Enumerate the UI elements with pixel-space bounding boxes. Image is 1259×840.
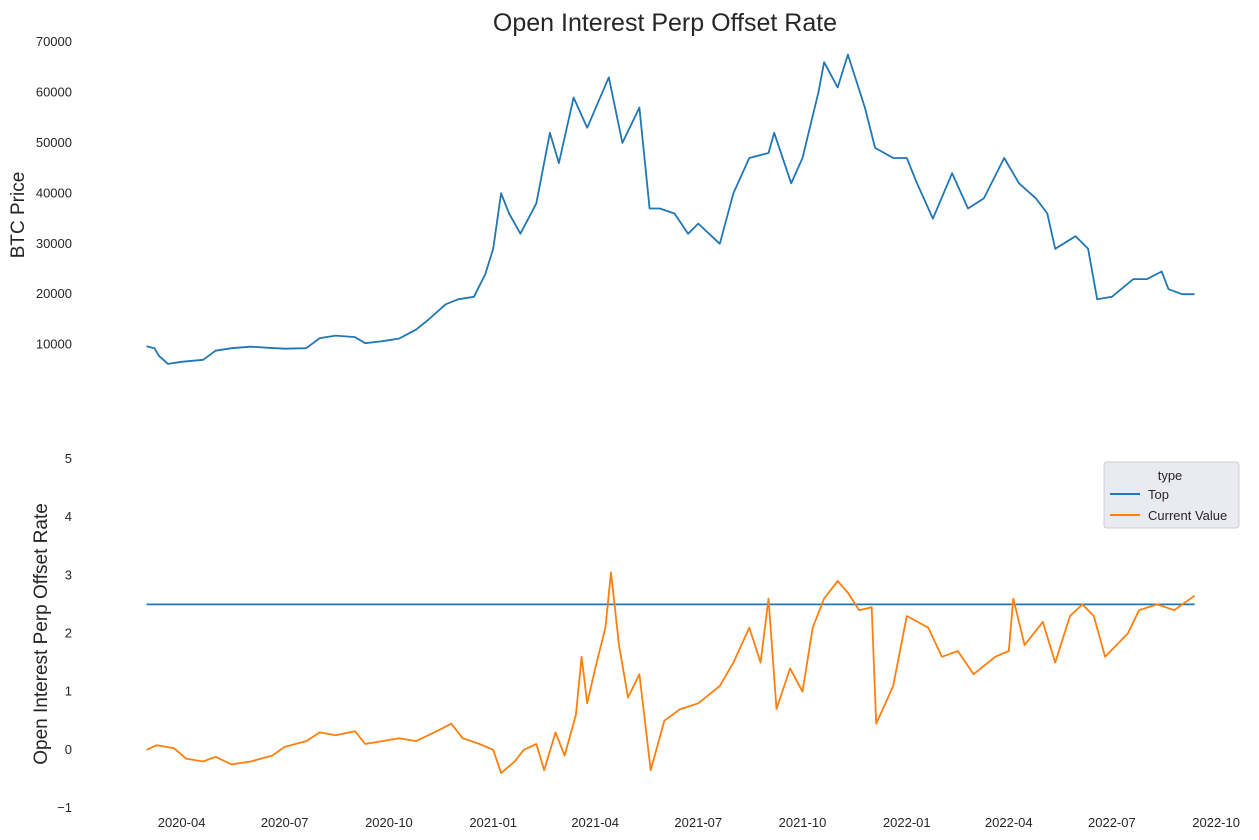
x-tick-label: 2022-01	[883, 815, 931, 830]
y-tick-label: 70000	[36, 34, 72, 49]
y-tick-label: 3	[65, 567, 72, 582]
x-tick-label: 2022-04	[985, 815, 1033, 830]
y-tick-label: 0	[65, 742, 72, 757]
legend-label-current-value: Current Value	[1148, 508, 1227, 523]
y-tick-label: 4	[65, 509, 72, 524]
x-tick-label: 2021-01	[469, 815, 517, 830]
y-tick-label: 10000	[36, 337, 72, 352]
legend-title: type	[1158, 468, 1183, 483]
y-tick-label: 1	[65, 684, 72, 699]
y-tick-label: 5	[65, 451, 72, 466]
y-tick-label: 2	[65, 626, 72, 641]
panel-1-ylabel: BTC Price	[8, 172, 29, 259]
y-tick-label: 50000	[36, 135, 72, 150]
x-tick-label: 2020-07	[261, 815, 309, 830]
y-tick-label: 60000	[36, 84, 72, 99]
panel-2-y-ticks: −1 0 1 2 3 4 5	[57, 451, 72, 815]
x-tick-label: 2022-07	[1088, 815, 1136, 830]
panel-2-ylabel: Open Interest Perp Offset Rate	[31, 503, 52, 765]
current-value-line	[146, 571, 1196, 774]
y-tick-label: 30000	[36, 236, 72, 251]
x-tick-label: 2022-10	[1192, 815, 1240, 830]
x-tick-label: 2021-04	[571, 815, 619, 830]
x-tick-label: 2020-10	[365, 815, 413, 830]
panel-1-y-ticks: 10000 20000 30000 40000 50000 60000 70000	[36, 34, 72, 352]
x-tick-label: 2020-04	[158, 815, 206, 830]
legend: type Top Current Value	[1103, 461, 1240, 529]
legend-label-top: Top	[1148, 487, 1169, 502]
y-tick-label: 40000	[36, 185, 72, 200]
x-tick-label: 2021-07	[674, 815, 722, 830]
btc-price-line	[146, 53, 1195, 365]
chart-title: Open Interest Perp Offset Rate	[493, 9, 837, 37]
y-tick-label: 20000	[36, 286, 72, 301]
x-ticks: 2020-04 2020-07 2020-10 2021-01 2021-04 2021-…	[158, 815, 1240, 830]
x-tick-label: 2021-10	[779, 815, 827, 830]
y-tick-label: −1	[57, 800, 72, 815]
